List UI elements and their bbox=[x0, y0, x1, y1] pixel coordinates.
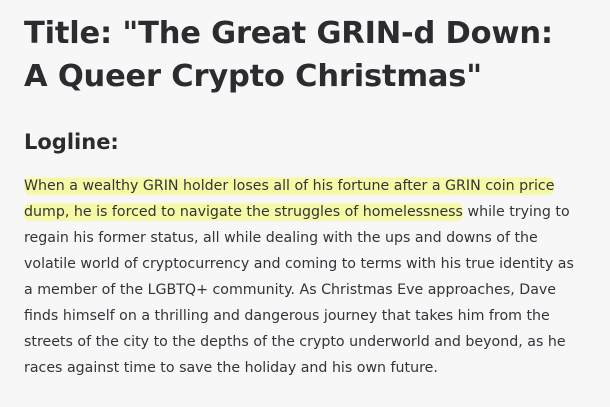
logline-text: while trying to regain his former status… bbox=[24, 204, 574, 376]
document-title: Title: "The Great GRIN-d Down: A Queer C… bbox=[24, 16, 553, 94]
document: Title: "The Great GRIN-d Down: A Queer C… bbox=[24, 12, 584, 376]
logline-paragraph: When a wealthy GRIN holder loses all of … bbox=[24, 173, 586, 381]
logline-heading: Logline: bbox=[24, 130, 119, 154]
